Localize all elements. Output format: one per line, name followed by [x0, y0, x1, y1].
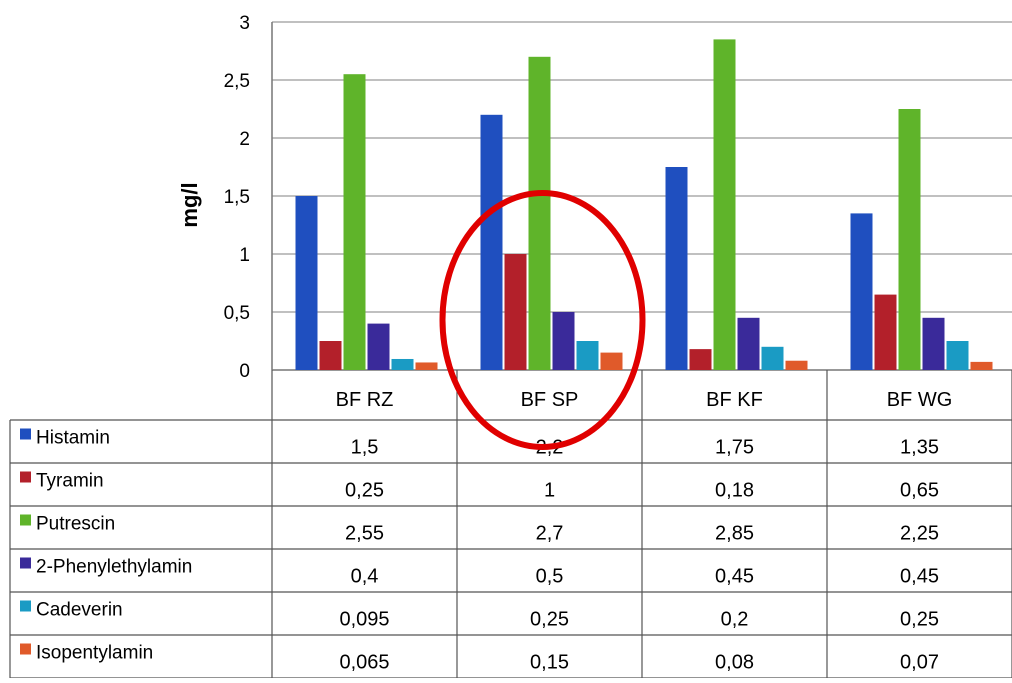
bar-putrescin-bf-rz — [343, 74, 366, 370]
data-label: 0,15 — [530, 652, 569, 674]
bar-putrescin-bf-kf — [713, 39, 736, 371]
y-tick-label: 0 — [239, 361, 250, 382]
bar-2-phenylethylamin-bf-rz — [367, 323, 390, 370]
bar-isopentylamin-bf-sp — [600, 352, 623, 370]
data-label: 2,7 — [536, 523, 564, 545]
y-tick-label: 0,5 — [224, 303, 250, 324]
x-category-label: BF WG — [887, 389, 953, 411]
legend-swatch — [20, 600, 31, 612]
bar-putrescin-bf-sp — [528, 56, 551, 371]
data-label: 0,095 — [339, 609, 389, 631]
bar-isopentylamin-bf-kf — [785, 360, 808, 370]
data-label: 0,4 — [351, 566, 379, 588]
legend-swatch — [20, 471, 31, 483]
legend-swatch — [20, 557, 31, 569]
data-label: 0,45 — [900, 566, 939, 588]
legend-swatch — [20, 514, 31, 526]
y-tick-label: 3 — [239, 13, 250, 34]
data-label: 0,5 — [536, 566, 564, 588]
legend-entry: Histamin — [36, 428, 110, 449]
data-label: 0,08 — [715, 652, 754, 674]
legend-swatch — [20, 643, 31, 655]
legend-entry: Putrescin — [36, 514, 115, 535]
bar-putrescin-bf-wg — [898, 109, 921, 370]
bar-2-phenylethylamin-bf-sp — [552, 312, 575, 370]
data-label: 1,75 — [715, 437, 754, 459]
bar-2-phenylethylamin-bf-wg — [922, 317, 945, 370]
bar-cadeverin-bf-wg — [946, 341, 969, 370]
x-category-label: BF SP — [521, 389, 579, 411]
legend-entry: Isopentylamin — [36, 643, 153, 664]
bar-histamin-bf-wg — [850, 213, 873, 370]
bar-tyramin-bf-kf — [689, 349, 712, 370]
data-label: 0,65 — [900, 480, 939, 502]
x-category-label: BF KF — [706, 389, 763, 411]
data-label: 0,18 — [715, 480, 754, 502]
bar-cadeverin-bf-sp — [576, 341, 599, 370]
bar-histamin-bf-kf — [665, 167, 688, 370]
bar-tyramin-bf-sp — [504, 254, 527, 370]
legend-swatch — [20, 428, 31, 440]
legend-entry: 2-Phenylethylamin — [36, 557, 192, 578]
bar-tyramin-bf-rz — [319, 341, 342, 370]
data-label: 0,25 — [530, 609, 569, 631]
legend-entry: Cadeverin — [36, 600, 123, 621]
data-label: 0,45 — [715, 566, 754, 588]
data-label: 1,35 — [900, 437, 939, 459]
data-label: 0,065 — [339, 652, 389, 674]
data-label: 1 — [544, 480, 555, 502]
legend-entry: Tyramin — [36, 471, 104, 492]
y-tick-label: 2 — [239, 129, 250, 150]
bar-cadeverin-bf-rz — [391, 358, 414, 370]
highlight-ellipse — [439, 190, 646, 450]
y-tick-label: 2,5 — [224, 71, 250, 92]
bar-histamin-bf-sp — [480, 114, 503, 370]
data-label: 0,25 — [900, 609, 939, 631]
bar-tyramin-bf-wg — [874, 294, 897, 370]
data-label: 0,25 — [345, 480, 384, 502]
bar-histamin-bf-rz — [295, 196, 318, 370]
data-label: 0,07 — [900, 652, 939, 674]
y-axis-label: mg/l — [177, 182, 202, 227]
y-tick-label: 1,5 — [224, 187, 250, 208]
data-label: 2,85 — [715, 523, 754, 545]
x-category-label: BF RZ — [336, 389, 394, 411]
data-label: 1,5 — [351, 437, 379, 459]
bar-cadeverin-bf-kf — [761, 346, 784, 370]
bar-isopentylamin-bf-wg — [970, 361, 993, 370]
bar-isopentylamin-bf-rz — [415, 362, 438, 370]
data-label: 0,2 — [721, 609, 749, 631]
data-label: 2,55 — [345, 523, 384, 545]
y-tick-label: 1 — [239, 245, 250, 266]
bar-2-phenylethylamin-bf-kf — [737, 317, 760, 370]
data-label: 2,25 — [900, 523, 939, 545]
